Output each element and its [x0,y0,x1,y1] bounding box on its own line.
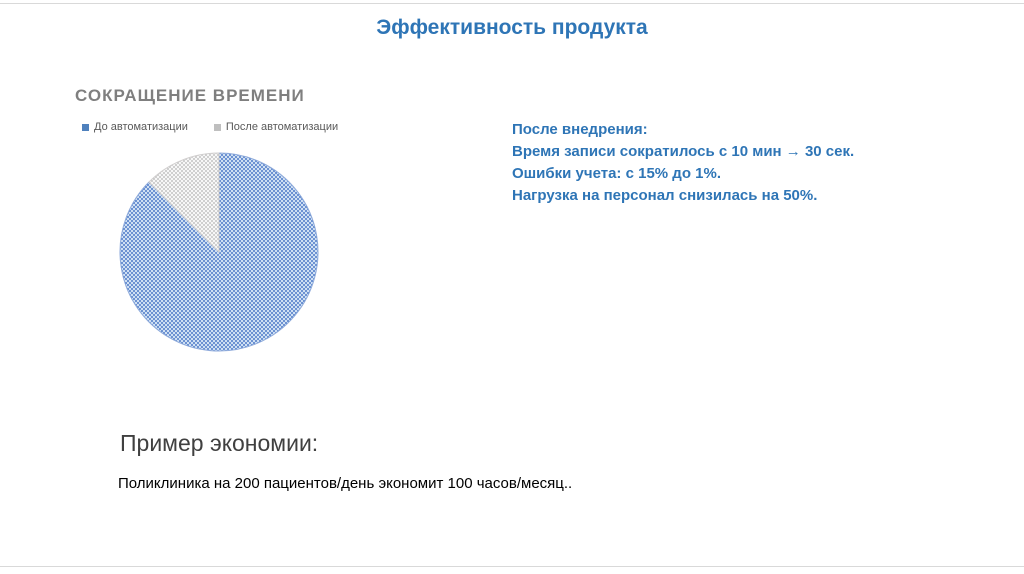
legend-item-after-automation: После автоматизации [213,121,339,133]
legend-item-before-automation: До автоматизации [82,121,188,133]
results-line-2: Ошибки учета: с 15% до 1%. [512,165,721,182]
legend-swatch-blue-icon [82,123,89,131]
results-line-3: Нагрузка на персонал снизилась на 50%. [512,187,818,204]
example-title: Пример экономии: [120,430,319,456]
legend-swatch-gray-icon [213,123,221,131]
pie-chart [119,152,319,352]
slide-title: Эффективность продукта [376,16,648,39]
chart-title: СОКРАЩЕНИЕ ВРЕМЕНИ [75,86,305,105]
pie-chart-svg [119,152,319,352]
results-text-block: После внедрения: Время записи сократилос… [512,119,854,207]
results-line-1: Время записи сократилось с 10 мин → 30 с… [512,143,855,160]
top-divider-line [0,3,1024,4]
example-body: Поликлиника на 200 пациентов/день эконом… [118,475,573,492]
legend-label-before: До автоматизации [94,121,188,133]
results-heading: После внедрения: [512,121,648,138]
bottom-divider-line [0,566,1024,567]
chart-legend: До автоматизации После автоматизации [82,121,338,133]
legend-label-after: После автоматизации [225,121,339,133]
pie-slice-1 [148,152,220,254]
